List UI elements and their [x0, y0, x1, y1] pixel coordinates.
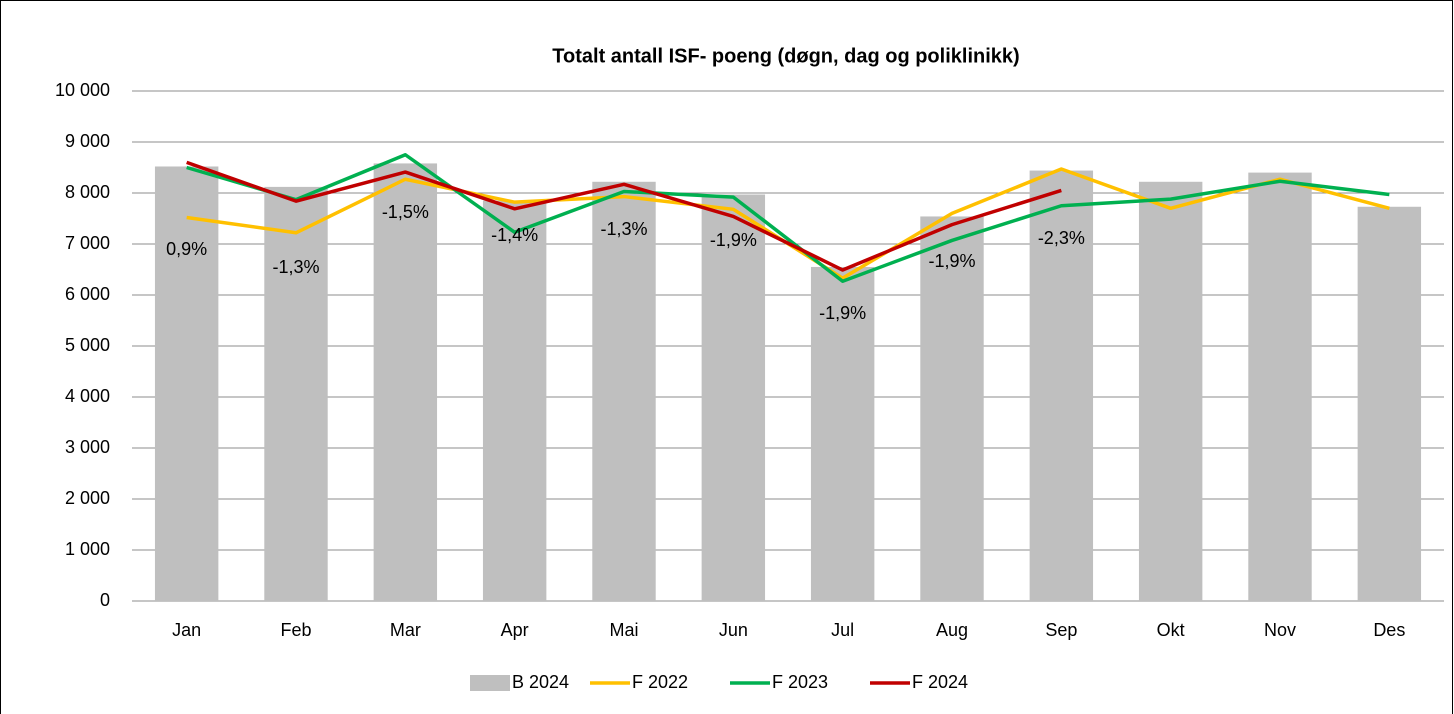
- y-tick-label: 10 000: [55, 80, 110, 100]
- x-tick-label: Feb: [280, 620, 311, 640]
- x-tick-label: Sep: [1045, 620, 1077, 640]
- chart-title: Totalt antall ISF- poeng (døgn, dag og p…: [552, 45, 1019, 67]
- y-tick-label: 3 000: [65, 437, 110, 457]
- bar: [264, 186, 328, 601]
- x-tick-label: Nov: [1264, 620, 1296, 640]
- data-label: -1,5%: [382, 202, 429, 222]
- bar: [920, 216, 984, 601]
- legend-label: F 2022: [632, 672, 688, 692]
- y-tick-label: 4 000: [65, 386, 110, 406]
- legend-label: B 2024: [512, 672, 569, 692]
- bar: [592, 181, 656, 601]
- y-tick-label: 1 000: [65, 539, 110, 559]
- x-tick-label: Jul: [831, 620, 854, 640]
- legend-label: F 2024: [912, 672, 968, 692]
- line-series: [186, 153, 1390, 283]
- data-label: 0,9%: [166, 239, 207, 259]
- bar: [1357, 206, 1422, 601]
- data-label: -1,9%: [928, 251, 975, 271]
- x-tick-label: Okt: [1157, 620, 1185, 640]
- legend-swatch: [470, 675, 510, 691]
- data-label: -1,4%: [491, 225, 538, 245]
- y-tick-label: 5 000: [65, 335, 110, 355]
- y-tick-label: 6 000: [65, 284, 110, 304]
- bar: [1248, 172, 1312, 601]
- data-label: -1,9%: [710, 230, 757, 250]
- data-label: -1,3%: [272, 257, 319, 277]
- x-tick-label: Jun: [719, 620, 748, 640]
- x-tick-label: Jan: [172, 620, 201, 640]
- bar: [701, 194, 766, 601]
- data-label: -1,3%: [600, 219, 647, 239]
- bar: [482, 200, 547, 601]
- y-tick-label: 0: [100, 590, 110, 610]
- y-tick-label: 8 000: [65, 182, 110, 202]
- bar: [810, 266, 875, 601]
- y-tick-label: 9 000: [65, 131, 110, 151]
- x-tick-label: Apr: [501, 620, 529, 640]
- y-tick-label: 7 000: [65, 233, 110, 253]
- y-tick-label: 2 000: [65, 488, 110, 508]
- bar: [1029, 170, 1094, 601]
- bar: [154, 166, 219, 602]
- line-series: [186, 160, 1062, 272]
- x-tick-label: Mar: [390, 620, 421, 640]
- bar: [1138, 181, 1203, 601]
- legend-label: F 2023: [772, 672, 828, 692]
- x-tick-label: Aug: [936, 620, 968, 640]
- bar: [373, 163, 438, 602]
- x-tick-label: Des: [1373, 620, 1405, 640]
- data-label: -1,9%: [819, 303, 866, 323]
- data-label: -2,3%: [1038, 228, 1085, 248]
- x-tick-label: Mai: [609, 620, 638, 640]
